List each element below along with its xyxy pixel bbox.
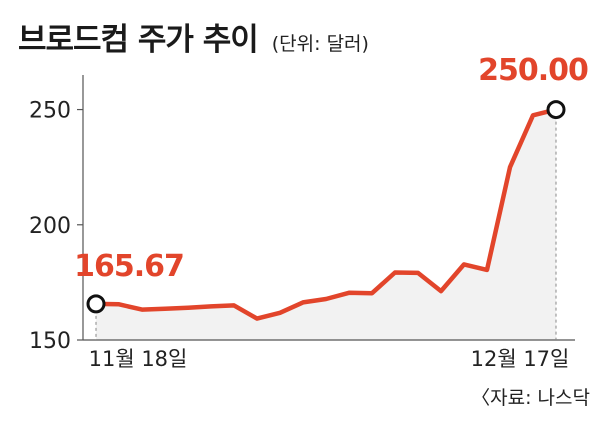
unit-label: (단위: 달러): [271, 33, 369, 55]
chart-title: 브로드컴 주가 추이: [18, 22, 259, 58]
data-label: 250.00: [478, 53, 588, 88]
y-tick-label: 200: [29, 214, 71, 239]
data-label: 165.67: [74, 249, 184, 284]
x-tick-label-start: 11월 18일: [89, 347, 188, 371]
y-tick-label: 250: [29, 99, 71, 124]
area-fill: [96, 109, 556, 340]
point-marker: [86, 294, 106, 314]
title-row: 브로드컴 주가 추이 (단위: 달러): [18, 14, 369, 59]
point-marker: [546, 100, 566, 120]
y-tick-label: 150: [29, 329, 71, 354]
x-tick-label-end: 12월 17일: [471, 347, 570, 371]
series-line: [93, 107, 559, 321]
source-note: 〈자료: 나스닥: [471, 387, 590, 409]
